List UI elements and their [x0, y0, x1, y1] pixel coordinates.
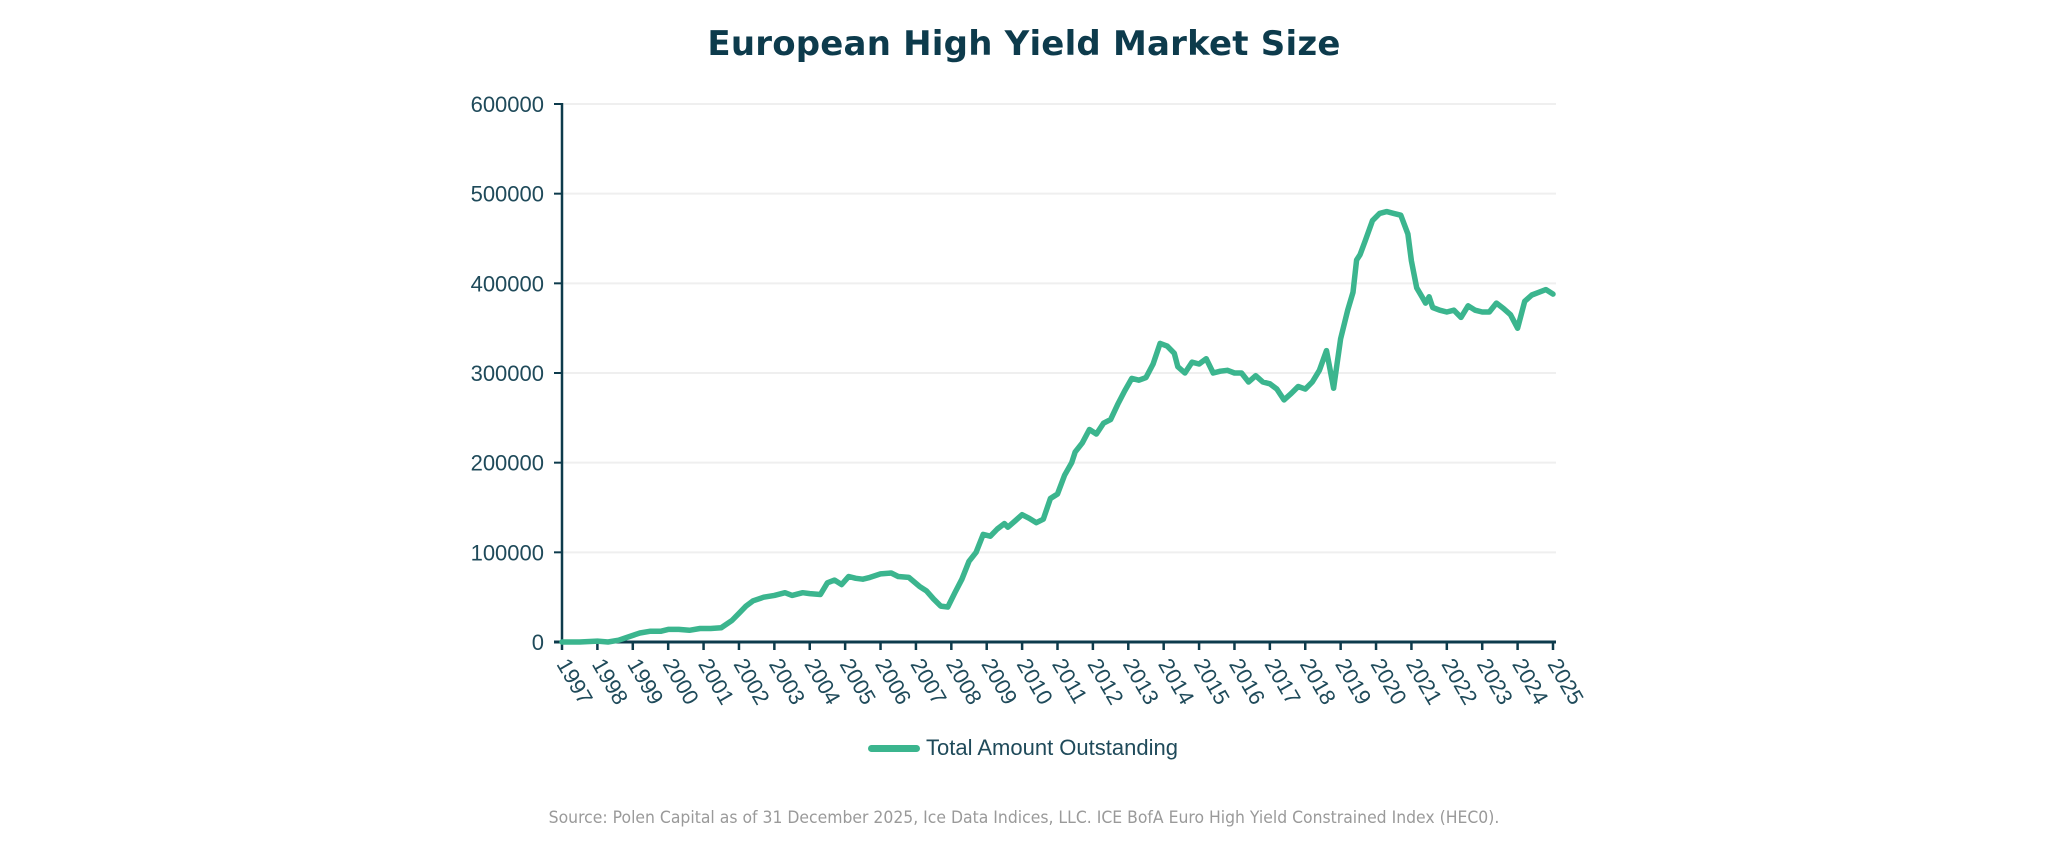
x-tick-label: 2024 — [1507, 654, 1553, 709]
x-tick-label: 2014 — [1153, 654, 1199, 709]
x-tick-label: 2000 — [658, 654, 704, 709]
x-tick-label: 2009 — [976, 654, 1022, 709]
y-tick-label: 100000 — [471, 540, 544, 565]
y-tick-label: 200000 — [471, 451, 544, 476]
tick-labels: 0 100000 200000 300000 400000 500000 600000 199… — [471, 92, 1589, 709]
x-tick-label: 2015 — [1189, 654, 1235, 709]
x-tick-label: 2001 — [693, 654, 739, 709]
x-tick-label: 2022 — [1436, 654, 1482, 709]
y-tick-label: 600000 — [471, 92, 544, 117]
x-tick-label: 2021 — [1401, 654, 1447, 709]
x-tick-label: 2010 — [1012, 654, 1058, 709]
legend-swatch — [868, 744, 920, 752]
x-tick-label: 2016 — [1224, 654, 1270, 709]
x-tick-label: 2017 — [1260, 654, 1306, 709]
x-tick-label: 2002 — [729, 654, 775, 709]
x-tick-label: 2023 — [1472, 654, 1518, 709]
y-tick-label: 300000 — [471, 361, 544, 386]
gridlines — [562, 103, 1556, 554]
x-tick-label: 1999 — [622, 654, 668, 709]
x-tick-label: 2018 — [1295, 654, 1341, 709]
series-line-total-amount-outstanding — [559, 208, 1556, 645]
x-tick-label: 2025 — [1543, 654, 1589, 709]
legend-label: Total Amount Outstanding — [926, 735, 1178, 760]
x-tick-label: 2011 — [1047, 654, 1092, 707]
x-tick-label: 2006 — [870, 654, 916, 709]
axes — [554, 103, 1556, 650]
x-tick-label: 2004 — [799, 654, 845, 709]
y-tick-label: 500000 — [471, 182, 544, 207]
x-tick-label: 2020 — [1366, 654, 1412, 709]
x-tick-label: 2008 — [941, 654, 987, 709]
x-tick-label: 1997 — [552, 654, 598, 709]
x-tick-label: 2012 — [1083, 654, 1129, 709]
x-tick-label: 2003 — [764, 654, 810, 709]
series — [559, 208, 1556, 645]
x-tick-label: 2013 — [1118, 654, 1164, 709]
x-tick-label: 2019 — [1330, 654, 1376, 709]
source-note: Source: Polen Capital as of 31 December … — [548, 808, 1500, 828]
x-tick-label: 2007 — [906, 654, 952, 709]
legend[interactable]: Total Amount Outstanding — [868, 734, 1178, 762]
y-tick-label: 0 — [532, 630, 544, 655]
y-tick-label: 400000 — [471, 271, 544, 296]
chart-title: European High Yield Market Size — [707, 24, 1341, 64]
x-tick-label: 2005 — [835, 654, 881, 709]
x-tick-label: 1998 — [587, 654, 633, 709]
